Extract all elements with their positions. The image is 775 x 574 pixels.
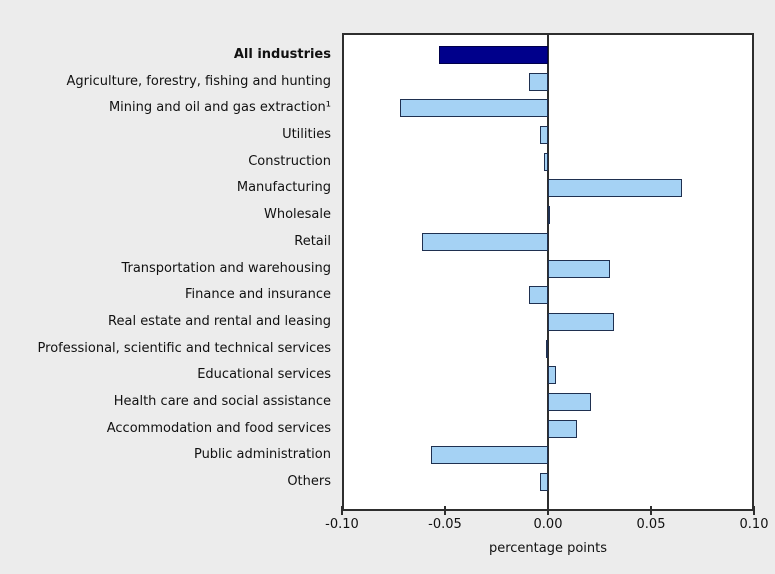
bar	[548, 259, 610, 278]
bar	[543, 152, 548, 171]
category-label: Transportation and warehousing	[121, 260, 331, 276]
category-label: Construction	[248, 153, 331, 169]
category-label: Mining and oil and gas extraction¹	[108, 100, 331, 116]
bar	[529, 286, 548, 305]
category-label: Others	[287, 474, 331, 490]
x-axis-tick	[547, 506, 549, 515]
bar	[539, 473, 548, 492]
x-axis-tick-label: 0.10	[739, 517, 769, 532]
category-label: Manufacturing	[236, 180, 331, 196]
bar	[399, 99, 548, 118]
x-axis-tick	[444, 506, 446, 515]
category-label: Agriculture, forestry, fishing and hunti…	[66, 73, 331, 89]
plot-area	[341, 33, 755, 515]
bar	[529, 72, 548, 91]
category-label: Real estate and rental and leasing	[108, 313, 331, 329]
bar	[548, 366, 557, 385]
x-axis-tick	[753, 506, 755, 515]
x-axis-tick-label: 0.00	[533, 517, 563, 532]
category-label: Educational services	[197, 367, 331, 383]
category-label: Accommodation and food services	[106, 420, 331, 436]
category-labels: All industries Agriculture, forestry, fis…	[0, 0, 331, 574]
bar	[548, 206, 551, 225]
bar	[548, 179, 682, 198]
category-label: Professional, scientific and technical s…	[37, 340, 331, 356]
bar	[545, 339, 548, 358]
bar	[548, 392, 592, 411]
bar	[422, 232, 548, 251]
bar	[438, 46, 548, 64]
x-axis-title: percentage points	[488, 541, 608, 556]
category-label: Public administration	[193, 447, 331, 463]
category-label: Retail	[294, 233, 331, 249]
category-label: All industries	[233, 47, 331, 62]
x-axis-tick	[341, 506, 343, 515]
x-axis-tick-label: 0.05	[636, 517, 666, 532]
x-axis-tick-label: -0.05	[428, 517, 462, 532]
bar	[430, 446, 548, 465]
x-axis-tick	[650, 506, 652, 515]
category-label: Health care and social assistance	[113, 393, 331, 409]
x-axis-tick-label: -0.10	[325, 517, 359, 532]
category-label: Utilities	[282, 127, 331, 143]
bar	[539, 126, 548, 145]
category-label: Finance and insurance	[184, 287, 331, 303]
bar	[548, 312, 614, 331]
category-label: Wholesale	[263, 207, 331, 223]
bar	[548, 419, 577, 438]
